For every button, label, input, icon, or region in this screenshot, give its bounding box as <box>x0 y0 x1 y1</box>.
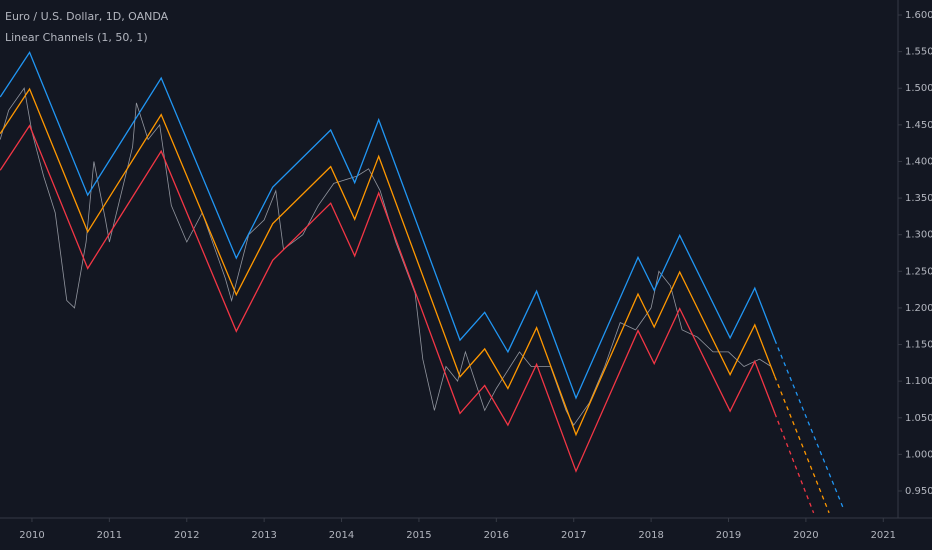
y-tick-label: 1.5500 <box>905 47 932 58</box>
y-tick-label: 1.2500 <box>905 266 932 277</box>
y-tick-label: 1.6000 <box>905 10 932 21</box>
y-tick-label: 1.1500 <box>905 340 932 351</box>
x-tick-label: 2017 <box>561 530 586 541</box>
channel-line <box>0 124 776 473</box>
x-tick-label: 2015 <box>406 530 431 541</box>
y-tick-label: 1.0500 <box>905 413 932 424</box>
y-tick-label: 1.2000 <box>905 303 932 314</box>
channel-line <box>774 376 830 514</box>
x-tick-label: 2012 <box>174 530 199 541</box>
channel-line <box>0 51 776 400</box>
y-tick-label: 1.3500 <box>905 193 932 204</box>
x-tick-label: 2010 <box>19 530 44 541</box>
x-tick-label: 2019 <box>716 530 741 541</box>
y-tick-label: 0.9500 <box>905 486 932 497</box>
channel-line <box>0 87 776 437</box>
y-tick-label: 1.4000 <box>905 156 932 167</box>
y-tick-label: 1.0000 <box>905 449 932 460</box>
x-tick-label: 2021 <box>871 530 896 541</box>
indicator-label: Linear Channels (1, 50, 1) <box>5 31 148 44</box>
x-tick-label: 2011 <box>97 530 122 541</box>
y-tick-label: 1.1000 <box>905 376 932 387</box>
channel-line <box>774 339 844 509</box>
price-line <box>0 87 772 426</box>
x-tick-label: 2020 <box>793 530 818 541</box>
channel-line <box>774 413 815 514</box>
y-tick-label: 1.4500 <box>905 120 932 131</box>
chart-title: Euro / U.S. Dollar, 1D, OANDA <box>5 10 169 23</box>
x-tick-label: 2013 <box>251 530 276 541</box>
y-tick-label: 1.3000 <box>905 230 932 241</box>
y-tick-label: 1.5000 <box>905 83 932 94</box>
x-tick-label: 2016 <box>484 530 509 541</box>
x-tick-label: 2014 <box>329 530 354 541</box>
x-tick-label: 2018 <box>638 530 663 541</box>
